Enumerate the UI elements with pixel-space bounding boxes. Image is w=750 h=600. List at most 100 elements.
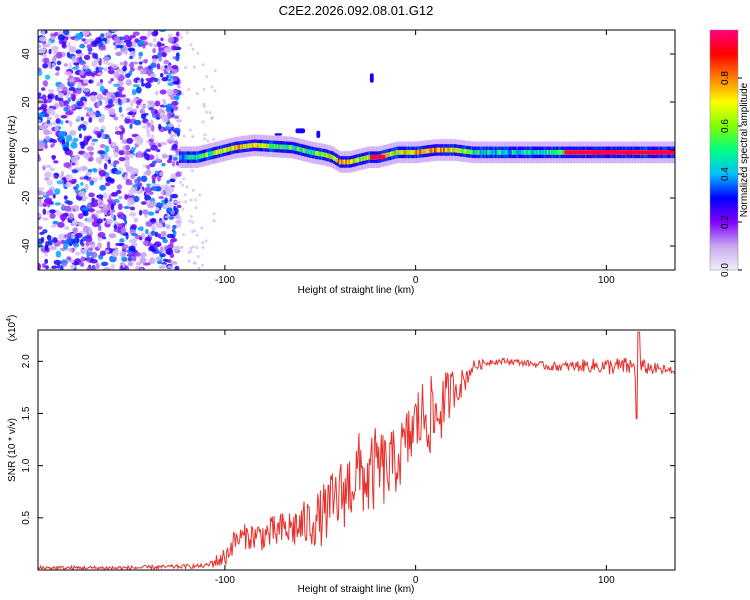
noise-blob bbox=[46, 179, 53, 186]
noise-blob bbox=[70, 156, 79, 163]
noise-blob bbox=[98, 176, 104, 180]
noise-blob bbox=[72, 227, 78, 234]
signal-core bbox=[461, 148, 464, 154]
noise-blob bbox=[90, 201, 99, 208]
signal-core bbox=[298, 146, 301, 152]
noise-blob bbox=[92, 52, 96, 59]
noise-blob bbox=[162, 154, 170, 158]
signal-core bbox=[485, 150, 488, 155]
signal-core bbox=[273, 144, 276, 149]
signal-core bbox=[462, 148, 466, 154]
noise-blob bbox=[44, 164, 52, 169]
signal-core bbox=[231, 146, 234, 151]
signal-core bbox=[415, 150, 418, 155]
signal-core bbox=[408, 150, 411, 155]
noise-blob bbox=[126, 115, 131, 119]
side-feature bbox=[316, 130, 321, 138]
noise-blob bbox=[46, 119, 51, 124]
signal-core bbox=[446, 147, 449, 153]
noise-blob bbox=[120, 61, 123, 66]
noise-blob bbox=[42, 45, 46, 52]
noise-blob bbox=[77, 222, 82, 226]
noise-blob bbox=[119, 88, 123, 96]
noise-blob bbox=[57, 221, 65, 228]
noise-blob bbox=[182, 177, 186, 181]
noise-blob bbox=[129, 206, 136, 211]
signal-core bbox=[481, 150, 484, 155]
spectrogram-xtick-label: 0 bbox=[413, 275, 419, 286]
noise-blob bbox=[89, 180, 95, 186]
noise-blob bbox=[138, 61, 143, 65]
noise-blob bbox=[173, 205, 177, 211]
noise-blob bbox=[171, 45, 177, 51]
signal-core bbox=[466, 149, 469, 154]
signal-core bbox=[224, 147, 228, 153]
noise-blob bbox=[189, 198, 193, 202]
noise-blob bbox=[108, 137, 112, 145]
noise-blob bbox=[140, 108, 145, 115]
signal-core bbox=[386, 152, 389, 158]
noise-blob bbox=[64, 71, 72, 76]
signal-core bbox=[295, 146, 298, 151]
signal-core bbox=[552, 150, 556, 155]
noise-blob bbox=[141, 82, 145, 87]
noise-blob bbox=[107, 210, 111, 217]
signal-core bbox=[392, 151, 395, 156]
noise-blob bbox=[57, 97, 64, 102]
noise-blob bbox=[140, 201, 147, 205]
noise-blob bbox=[104, 135, 110, 139]
signal-core bbox=[417, 149, 420, 155]
noise-blob bbox=[113, 83, 120, 87]
noise-blob bbox=[45, 135, 51, 142]
noise-blob bbox=[166, 180, 171, 184]
signal-core bbox=[284, 144, 287, 150]
noise-blob bbox=[143, 262, 151, 266]
noise-blob bbox=[175, 219, 182, 225]
signal-core bbox=[362, 156, 365, 161]
noise-blob bbox=[38, 98, 44, 105]
noise-blob bbox=[171, 193, 179, 199]
noise-blob bbox=[146, 100, 155, 105]
noise-blob bbox=[161, 77, 169, 82]
noise-blob bbox=[79, 261, 84, 267]
noise-blob bbox=[52, 155, 56, 161]
signal-core bbox=[427, 148, 430, 154]
signal-core bbox=[487, 150, 490, 155]
noise-blob bbox=[114, 170, 122, 175]
noise-blob bbox=[54, 125, 59, 132]
signal-core bbox=[192, 154, 196, 160]
noise-blob bbox=[49, 212, 56, 219]
signal-core bbox=[435, 147, 438, 153]
signal-core bbox=[511, 150, 514, 155]
noise-blob bbox=[73, 178, 77, 183]
noise-blob bbox=[81, 198, 86, 202]
noise-blob bbox=[212, 219, 216, 223]
snr-ylabel: SNR (10 * v/v) bbox=[7, 418, 18, 482]
noise-blob bbox=[96, 218, 103, 224]
signal-core bbox=[255, 142, 258, 148]
noise-blob bbox=[201, 241, 205, 245]
snr-ytick-label: 2.0 bbox=[21, 354, 32, 368]
noise-blob bbox=[148, 42, 153, 47]
noise-blob bbox=[44, 197, 53, 203]
noise-blob bbox=[164, 47, 172, 54]
noise-blob bbox=[188, 128, 192, 132]
noise-blob bbox=[162, 238, 168, 244]
signal-core bbox=[395, 150, 398, 155]
noise-blob bbox=[97, 242, 102, 249]
noise-blob bbox=[95, 262, 100, 270]
noise-blob bbox=[154, 109, 158, 114]
signal-core bbox=[322, 152, 325, 157]
noise-blob bbox=[38, 154, 41, 162]
noise-blob bbox=[125, 144, 131, 151]
noise-blob bbox=[83, 135, 88, 142]
signal-core bbox=[318, 151, 321, 157]
noise-blob bbox=[167, 112, 172, 120]
noise-blob bbox=[189, 246, 193, 250]
noise-blob bbox=[166, 103, 173, 110]
noise-blob bbox=[79, 43, 86, 49]
signal-core bbox=[479, 150, 482, 155]
signal-core bbox=[287, 144, 290, 150]
noise-blob bbox=[60, 239, 66, 245]
noise-blob bbox=[139, 104, 147, 108]
